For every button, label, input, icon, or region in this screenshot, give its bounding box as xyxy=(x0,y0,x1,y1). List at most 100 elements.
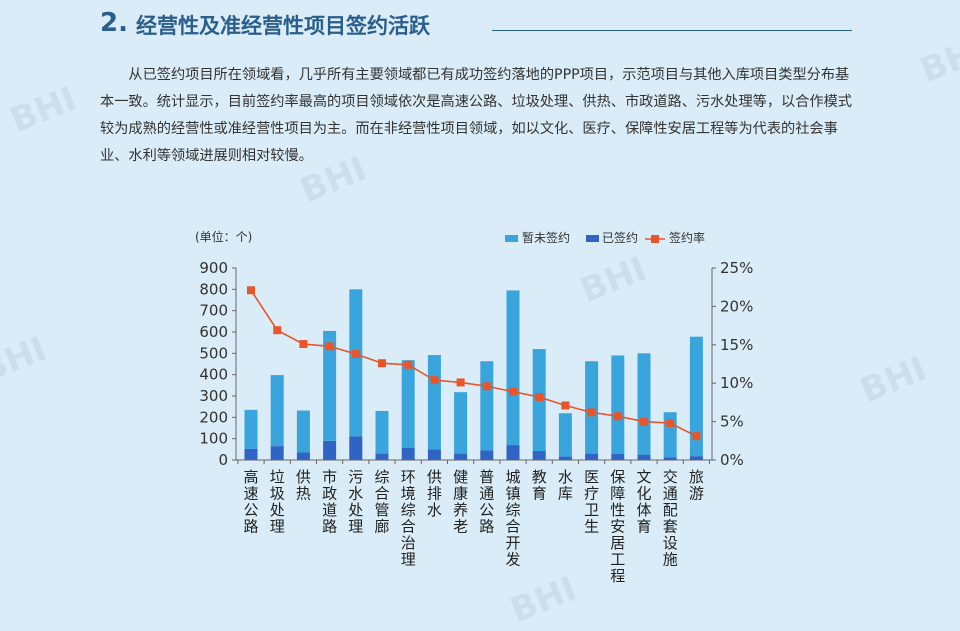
y-left-tick-label: 900 xyxy=(199,259,228,277)
y-left-tick-label: 0 xyxy=(218,451,228,469)
bar-signed xyxy=(454,453,468,460)
legend-marker-rate xyxy=(651,235,659,243)
section-number: 2. xyxy=(100,8,128,38)
bar-signed xyxy=(558,456,572,460)
rate-point xyxy=(378,359,386,368)
bar-unsigned xyxy=(585,361,599,454)
rate-point xyxy=(456,378,465,387)
category-label: 垃圾处理 xyxy=(270,468,285,536)
y-left-tick-label: 600 xyxy=(199,323,228,341)
bar-unsigned xyxy=(349,289,363,437)
rate-point xyxy=(613,412,622,421)
rate-point xyxy=(561,401,570,410)
category-label: 保障性安居工程 xyxy=(610,468,625,585)
y-left-tick-label: 500 xyxy=(199,344,228,362)
legend-label-signed: 已签约 xyxy=(602,230,638,245)
rate-point xyxy=(692,432,701,441)
unit-label: (单位：个) xyxy=(195,229,252,244)
bar-unsigned xyxy=(401,360,415,448)
rate-point xyxy=(482,382,491,391)
bar-signed xyxy=(637,454,651,460)
bar-unsigned xyxy=(506,290,520,446)
category-label: 水库 xyxy=(558,468,573,503)
rate-point xyxy=(666,419,675,428)
category-label: 市政道路 xyxy=(322,468,337,536)
rate-point xyxy=(273,326,282,335)
legend-swatch-unsigned xyxy=(505,235,518,242)
y-right-tick-label: 5% xyxy=(720,413,744,431)
rate-point xyxy=(640,417,648,426)
y-right-tick-label: 15% xyxy=(720,336,753,354)
category-label: 教育 xyxy=(532,468,547,503)
y-left-tick-label: 400 xyxy=(199,366,228,384)
bar-signed xyxy=(375,453,389,460)
y-left-tick-label: 200 xyxy=(199,408,228,426)
bar-signed xyxy=(427,449,441,460)
signing-chart: (单位：个) 0 100 200 300 400 500 600 700 800 900 0% 5% 10… xyxy=(195,229,753,585)
y-right-tick-label: 25% xyxy=(720,259,753,277)
bar-unsigned xyxy=(454,392,468,454)
rate-point xyxy=(587,408,596,417)
bar-signed xyxy=(270,446,284,460)
rate-point xyxy=(351,350,360,359)
legend-swatch-signed xyxy=(586,235,599,242)
bar-signed xyxy=(401,447,415,460)
rate-point xyxy=(299,340,308,349)
category-label: 污水处理 xyxy=(348,468,363,536)
y-left-tick-label: 700 xyxy=(199,302,228,320)
bar-signed xyxy=(323,440,337,460)
bar-unsigned xyxy=(323,330,337,441)
bar-unsigned xyxy=(689,336,703,457)
category-label: 供热 xyxy=(296,468,311,503)
bar-unsigned xyxy=(244,409,258,449)
bar-unsigned xyxy=(558,413,572,457)
category-label: 健康养老 xyxy=(453,468,468,536)
section-header: 2. 经营性及准经营性项目签约活跃 xyxy=(100,8,852,44)
rate-point xyxy=(247,286,255,295)
legend-label-unsigned: 暂未签约 xyxy=(522,230,570,245)
bar-signed xyxy=(506,445,520,460)
y-right-tick-label: 0% xyxy=(720,451,744,469)
bar-signed xyxy=(585,453,599,460)
body-paragraph: 从已签约项目所在领域看，几乎所有主要领域都已有成功签约落地的PPP项目，示范项目… xyxy=(100,67,852,164)
bar-signed xyxy=(349,436,363,460)
bar-unsigned xyxy=(480,361,494,451)
y-left-tick-label: 300 xyxy=(199,387,228,405)
y-right-tick-label: 20% xyxy=(720,297,753,315)
y-left-tick-label: 100 xyxy=(199,430,228,448)
legend-label-rate: 签约率 xyxy=(669,230,705,245)
bar-signed xyxy=(532,451,546,460)
bar-unsigned xyxy=(663,412,677,458)
category-label: 环境综合治理 xyxy=(401,468,416,569)
bar-unsigned xyxy=(427,355,441,450)
category-label: 高速公路 xyxy=(243,468,258,536)
rate-point xyxy=(404,360,413,369)
rate-point xyxy=(535,393,544,402)
title-rule xyxy=(492,30,852,31)
bar-signed xyxy=(244,448,258,460)
section-title: 经营性及准经营性项目签约活跃 xyxy=(136,14,430,38)
rate-point xyxy=(509,387,517,396)
category-label: 文化体育 xyxy=(636,468,651,536)
rate-point xyxy=(325,342,334,351)
bar-unsigned xyxy=(611,355,625,455)
bar-signed xyxy=(663,457,677,460)
y-right-tick-label: 10% xyxy=(720,374,753,392)
rate-point xyxy=(430,376,439,385)
bar-signed xyxy=(480,450,494,460)
category-label: 普通公路 xyxy=(479,468,494,536)
category-label: 旅游 xyxy=(689,468,704,503)
category-label: 医疗卫生 xyxy=(584,468,599,536)
rate-line xyxy=(250,289,697,437)
bar-unsigned xyxy=(270,375,284,447)
bar-signed xyxy=(296,452,310,460)
bar-signed xyxy=(689,456,703,460)
category-label: 供排水 xyxy=(427,468,442,519)
category-label: 综合管廊 xyxy=(374,468,389,536)
bar-unsigned xyxy=(296,410,310,453)
category-label: 城镇综合开发 xyxy=(505,468,520,569)
y-left-tick-label: 800 xyxy=(199,280,228,298)
category-label: 交通配套设施 xyxy=(663,468,678,569)
bar-signed xyxy=(611,454,625,460)
bar-unsigned xyxy=(637,353,651,455)
